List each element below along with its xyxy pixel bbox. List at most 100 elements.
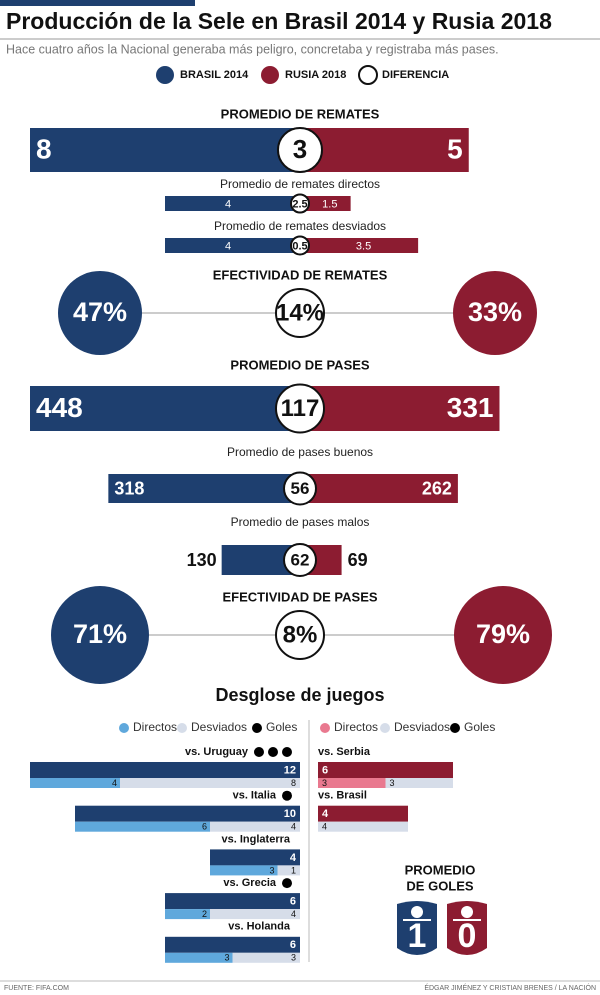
shield	[397, 901, 437, 955]
bar-total	[210, 849, 300, 866]
bar-desviados	[232, 952, 300, 963]
bar-rusia	[300, 196, 351, 211]
value-rusia: 1.5	[322, 198, 337, 210]
value-rusia: 331	[447, 392, 494, 423]
directos-label: 4	[112, 778, 117, 788]
difference-circle	[275, 288, 325, 338]
difference-circle	[283, 543, 317, 577]
bar-brasil	[165, 196, 300, 211]
directos-label: 6	[202, 822, 207, 832]
bar-brasil	[30, 386, 300, 431]
difference-label: 8%	[283, 621, 318, 648]
bar-directos	[210, 865, 278, 876]
section-heading: EFECTIVIDAD DE PASES	[222, 589, 377, 604]
goal-dots	[282, 878, 292, 889]
subtitle: Hace cuatro años la Nacional generaba má…	[6, 42, 499, 56]
total-label: 4	[322, 808, 329, 820]
directos-label: 3	[269, 865, 274, 875]
circle-rusia	[453, 271, 537, 355]
value-rusia: 3.5	[356, 240, 371, 252]
legend-label: Directos	[133, 720, 177, 734]
bar-total	[165, 893, 300, 910]
footer-credit: ÉDGAR JIMÉNEZ Y CRISTIAN BRENES / LA NAC…	[424, 983, 596, 992]
bar-directos	[165, 952, 233, 963]
sub-heading: Promedio de pases buenos	[227, 445, 373, 459]
value-brasil: 318	[114, 478, 144, 498]
bar-desviados	[120, 778, 300, 788]
directos-label: 2	[202, 909, 207, 919]
legend-swatch	[177, 723, 187, 733]
difference-label: 3	[293, 134, 307, 164]
desviados-label: 4	[291, 909, 296, 919]
legend-label: DIFERENCIA	[382, 69, 449, 81]
sub-heading: Promedio de pases malos	[231, 515, 370, 529]
bar-brasil	[165, 238, 300, 253]
game-label: vs. Italia	[233, 790, 277, 802]
value-brasil: 448	[36, 392, 83, 423]
bar-rusia	[300, 474, 458, 503]
legend-swatch	[119, 723, 129, 733]
total-label: 6	[290, 939, 296, 951]
bar-brasil	[30, 128, 300, 172]
game-label: vs. Grecia	[223, 877, 276, 889]
bar-rusia	[300, 386, 500, 431]
bar-total	[75, 805, 300, 822]
bar-directos	[165, 909, 210, 920]
total-label: 6	[290, 896, 296, 908]
value-rusia: 79%	[476, 619, 530, 649]
shield-stripe	[453, 919, 481, 921]
bar-rusia	[300, 128, 469, 172]
bar-total	[165, 936, 300, 953]
section-heading: PROMEDIO DE PASES	[230, 357, 370, 372]
game-label: vs. Uruguay	[185, 746, 249, 758]
desviados-label: 3	[390, 778, 395, 788]
goal-dots	[254, 747, 292, 757]
difference-label: 0.5	[292, 240, 307, 252]
goal-dot	[282, 790, 292, 801]
section-heading: EFECTIVIDAD DE REMATES	[213, 267, 388, 282]
legend-label: Goles	[464, 720, 495, 734]
difference-label: 14%	[276, 299, 324, 326]
game-label: vs. Serbia	[318, 746, 371, 758]
circle-brasil	[51, 586, 149, 684]
bar-directos	[75, 821, 210, 832]
bar-desviados	[210, 821, 300, 832]
legend-label: RUSIA 2018	[285, 69, 346, 81]
legend-label: Desviados	[191, 720, 247, 734]
goals-value: 0	[458, 917, 477, 955]
shield-ball	[411, 906, 423, 918]
legend-label: Directos	[334, 720, 378, 734]
footer-source: FUENTE: FIFA.COM	[4, 985, 69, 992]
goals-heading: PROMEDIO	[405, 862, 476, 877]
bar-desviados	[318, 821, 408, 832]
value-brasil: 47%	[73, 297, 127, 327]
value-rusia: 33%	[468, 297, 522, 327]
total-label: 12	[284, 764, 296, 776]
game-label: vs. Holanda	[228, 921, 291, 933]
value-rusia: 5	[447, 133, 463, 164]
goals-value: 1	[408, 917, 427, 955]
difference-circle	[275, 610, 325, 660]
value-brasil: 4	[225, 198, 231, 210]
legend-swatch	[156, 66, 174, 84]
goal-dot	[254, 747, 264, 757]
value-brasil: 8	[36, 133, 52, 164]
bar-total	[30, 762, 300, 778]
game-label: vs. Inglaterra	[222, 833, 291, 845]
total-label: 6	[322, 764, 328, 776]
bar-brasil	[108, 474, 301, 503]
shield-stripe	[403, 919, 431, 921]
desviados-label: 4	[291, 822, 296, 832]
bar-desviados	[210, 909, 300, 920]
goal-dot	[282, 747, 292, 757]
legend-swatch	[380, 723, 390, 733]
legend-label: Desviados	[394, 720, 450, 734]
section-heading: PROMEDIO DE REMATES	[221, 106, 380, 121]
total-label: 4	[290, 852, 297, 864]
desviados-label: 1	[291, 865, 296, 875]
difference-circle	[277, 127, 323, 173]
section-heading: Desglose de juegos	[215, 685, 384, 705]
bar-desviados	[385, 778, 453, 788]
difference-circle	[275, 383, 325, 434]
